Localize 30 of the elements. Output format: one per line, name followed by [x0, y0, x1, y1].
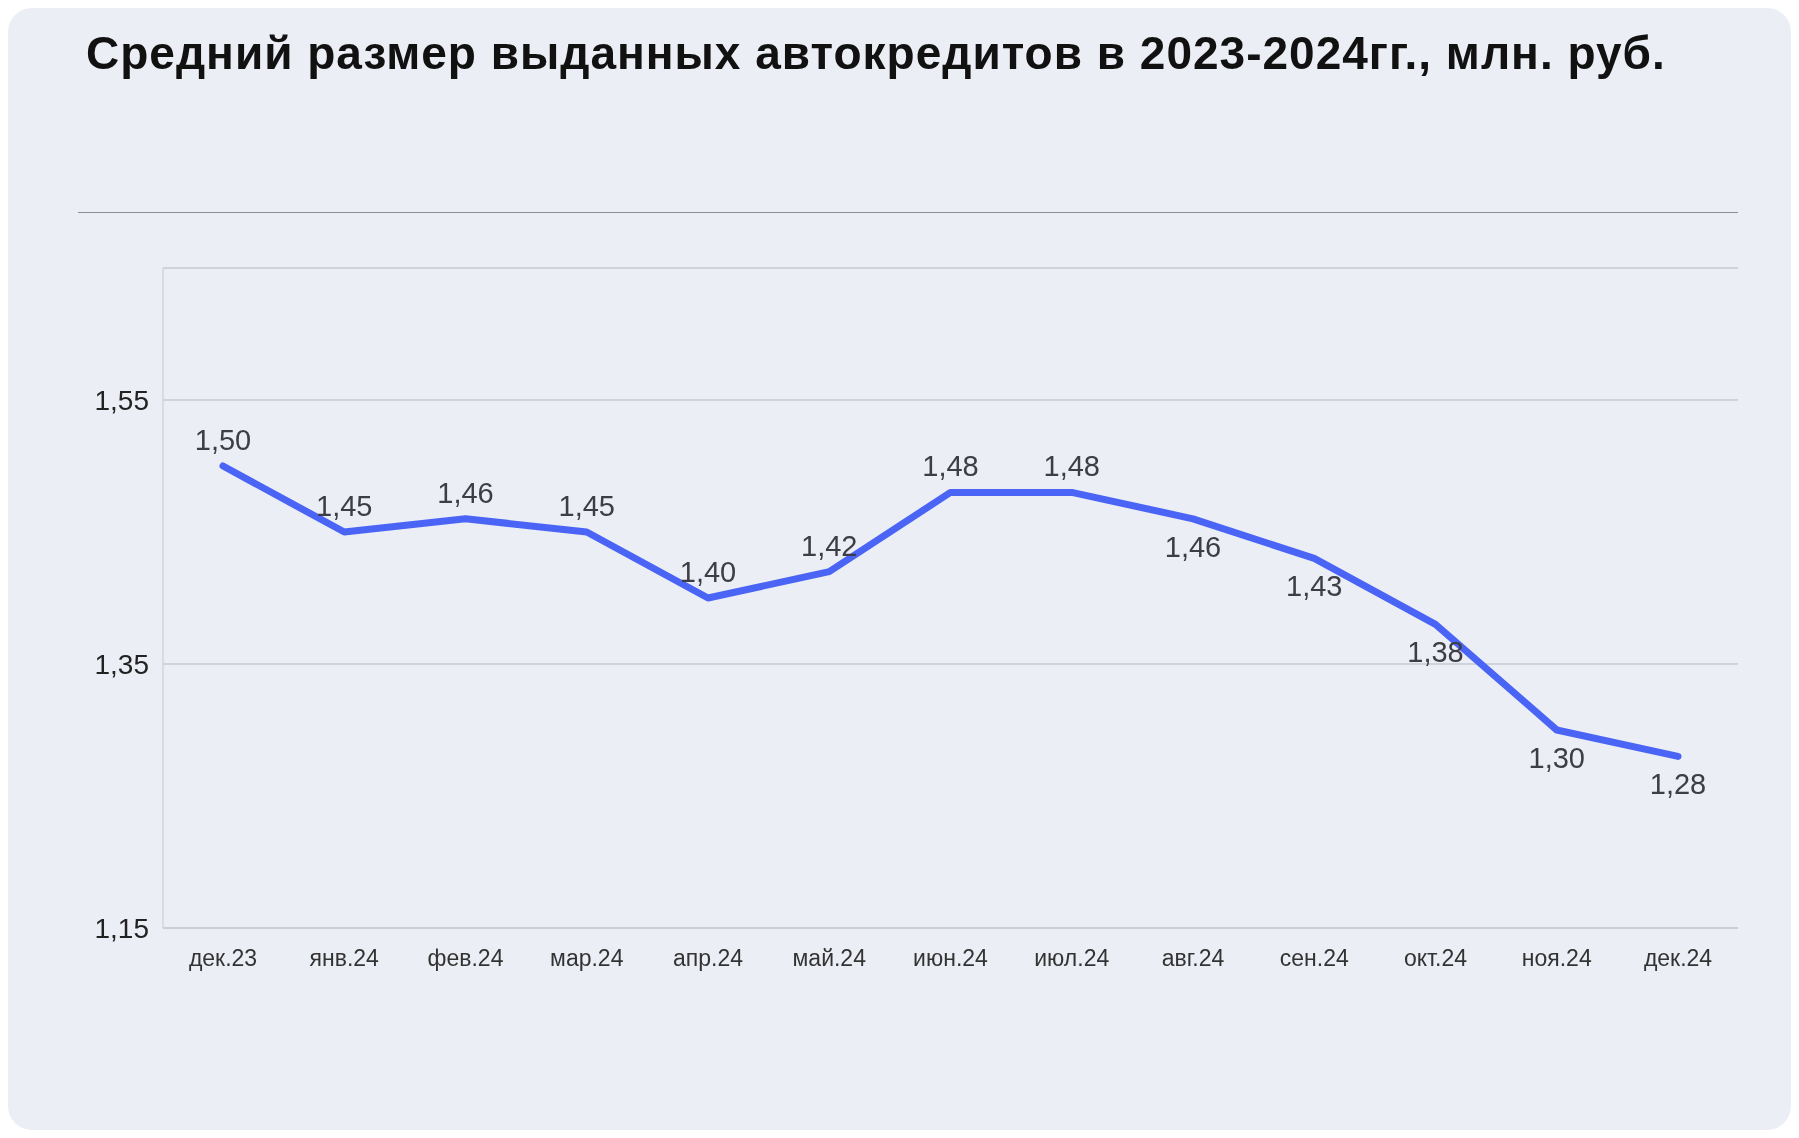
data-label: 1,48: [922, 450, 979, 483]
x-tick-label: авг.24: [1161, 945, 1225, 972]
data-label: 1,45: [316, 490, 373, 522]
x-tick-label: дек.23: [188, 945, 258, 972]
x-tick-label: фев.24: [427, 945, 504, 972]
data-label: 1,42: [801, 529, 858, 562]
x-tick-label: июн.24: [913, 945, 989, 972]
data-label: 1,46: [1164, 530, 1222, 563]
data-label: 1,38: [1407, 636, 1464, 669]
data-label: 1,48: [1043, 450, 1100, 483]
data-label: 1,46: [437, 476, 494, 509]
x-tick-label: май.24: [792, 945, 867, 972]
data-label: 1,43: [1286, 570, 1343, 603]
data-label: 1,45: [558, 490, 615, 522]
data-label: 1,30: [1528, 742, 1585, 774]
x-tick-label: июл.24: [1034, 945, 1110, 972]
y-tick-label: 1,35: [94, 648, 149, 680]
x-tick-label: янв.24: [309, 945, 380, 972]
x-tick-label: сен.24: [1279, 945, 1349, 972]
x-tick-label: ноя.24: [1521, 945, 1592, 972]
x-tick-label: дек.24: [1643, 945, 1713, 972]
data-label: 1,40: [679, 556, 737, 588]
chart-title: Средний размер выданных автокредитов в 2023-2024гг., млн. руб.: [86, 26, 1667, 80]
y-tick-label: 1,15: [94, 912, 149, 944]
data-label: 1,50: [194, 424, 252, 456]
x-tick-label: окт.24: [1403, 945, 1468, 972]
data-label: 1,28: [1649, 768, 1707, 801]
x-tick-label: апр.24: [672, 945, 744, 972]
y-tick-label: 1,55: [94, 384, 149, 416]
x-tick-label: мар.24: [550, 945, 624, 972]
